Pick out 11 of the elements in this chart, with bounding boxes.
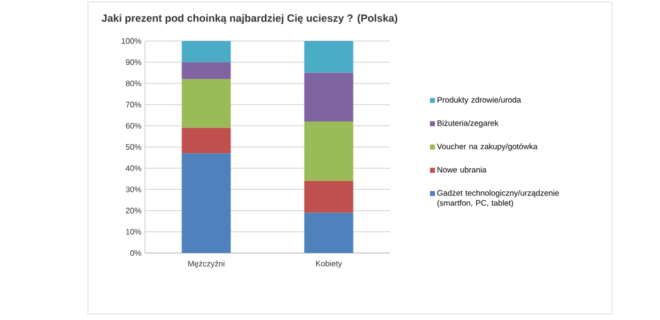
bar: [304, 180, 354, 213]
bar: [182, 79, 231, 128]
chart-title: Jaki prezent pod choinką najbardziej Cię ucieszy ? (Polska): [102, 14, 398, 24]
bar: [182, 62, 231, 80]
bar: [304, 212, 354, 253]
bar: [304, 40, 354, 73]
bar: [182, 128, 231, 154]
bar: [182, 40, 231, 62]
bar: [304, 72, 354, 122]
bar: [304, 122, 354, 181]
bar: [182, 153, 231, 253]
